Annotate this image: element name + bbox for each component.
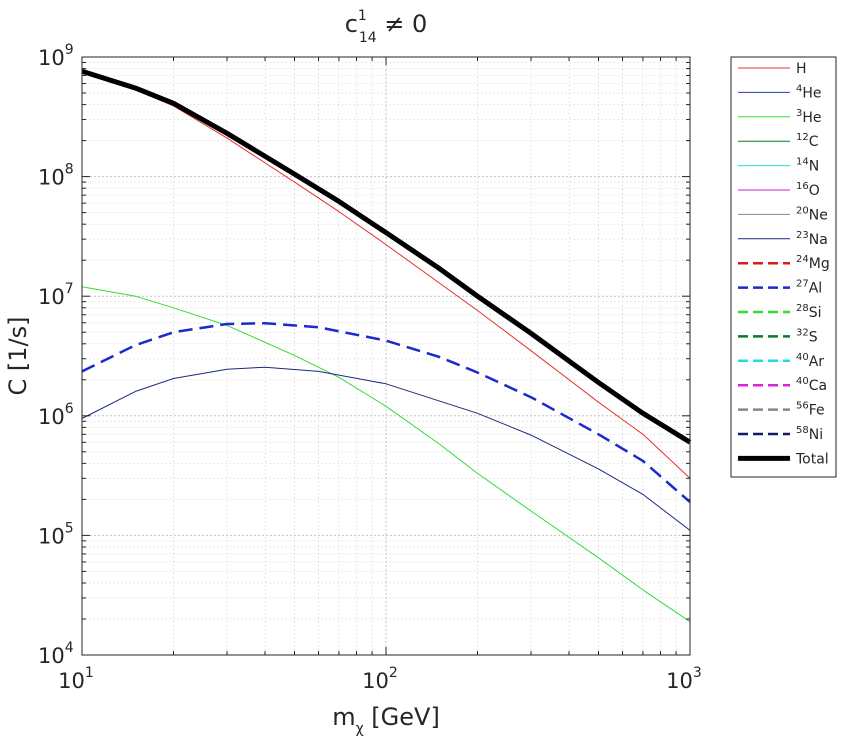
legend-entries: H 4He 3He 12C 14N 16O 20Ne 23Na 24Mg 27Al 28Si 32S 4… — [738, 61, 830, 467]
y-tick-label: 105 — [38, 520, 74, 548]
chart-title: c1 14 ≠ 0 — [345, 8, 428, 46]
y-tick-label: 108 — [38, 162, 74, 190]
legend-entry-12c: 12C — [738, 132, 819, 150]
y-tick-label: 107 — [38, 281, 74, 309]
legend-label: 20Ne — [796, 205, 828, 223]
legend-entry-23na: 23Na — [738, 230, 828, 248]
series-line-3he — [81, 286, 691, 623]
legend-label: 40Ar — [796, 352, 824, 370]
legend-entry-28si: 28Si — [738, 303, 822, 321]
legend-entry-40ca: 40Ca — [738, 376, 827, 394]
y-tick-label: 106 — [38, 401, 74, 429]
legend-entry-20ne: 20Ne — [738, 205, 828, 223]
y-tick-label: 109 — [38, 42, 74, 70]
x-axis-label: mχ [GeV] — [332, 703, 440, 737]
legend-label: 32S — [796, 327, 818, 345]
legend-entry-14n: 14N — [738, 157, 819, 175]
legend-label: 16O — [796, 181, 820, 199]
legend-entry-32s: 32S — [738, 327, 818, 345]
series-line-23na — [81, 366, 691, 531]
legend-entry-16o: 16O — [738, 181, 820, 199]
legend-label: 27Al — [796, 279, 822, 297]
legend-entry-h: H — [738, 61, 807, 77]
legend-label: 40Ca — [796, 376, 827, 394]
legend-label: 28Si — [796, 303, 822, 321]
plot-area — [82, 57, 690, 655]
x-tick-label: 103 — [666, 665, 702, 693]
legend-entry-total: Total — [738, 451, 829, 467]
legend: H 4He 3He 12C 14N 16O 20Ne 23Na 24Mg 27Al 28Si 32S 4… — [730, 56, 837, 478]
x-tick-label: 101 — [58, 665, 94, 693]
legend-box — [730, 56, 837, 478]
x-tick-label: 102 — [362, 665, 398, 693]
legend-entry-4he: 4He — [738, 83, 822, 101]
legend-label: 24Mg — [796, 254, 830, 272]
legend-label: 23Na — [796, 230, 828, 248]
legend-label: 14N — [796, 157, 819, 175]
x-tick-labels: 101 102 103 — [58, 665, 702, 693]
legend-label: 56Fe — [796, 401, 825, 419]
legend-entry-58ni: 58Ni — [738, 425, 823, 443]
legend-label: 12C — [796, 132, 819, 150]
series-line-total — [81, 68, 692, 445]
legend-label: 4He — [796, 83, 822, 101]
legend-entry-27al: 27Al — [738, 279, 822, 297]
legend-entry-40ar: 40Ar — [738, 352, 824, 370]
legend-entry-24mg: 24Mg — [738, 254, 830, 272]
legend-entry-3he: 3He — [738, 108, 822, 126]
legend-label: Total — [795, 451, 829, 467]
series-line-27al — [81, 321, 691, 504]
legend-label: H — [796, 61, 807, 77]
y-axis-label: C [1/s] — [4, 317, 32, 396]
legend-entry-56fe: 56Fe — [738, 401, 825, 419]
legend-label: 58Ni — [796, 425, 823, 443]
legend-label: 3He — [796, 108, 822, 126]
tick-marks — [81, 56, 691, 656]
y-tick-labels: 104 105 106 107 108 109 — [38, 42, 74, 668]
series-group — [81, 68, 692, 623]
y-tick-label: 104 — [38, 640, 74, 668]
